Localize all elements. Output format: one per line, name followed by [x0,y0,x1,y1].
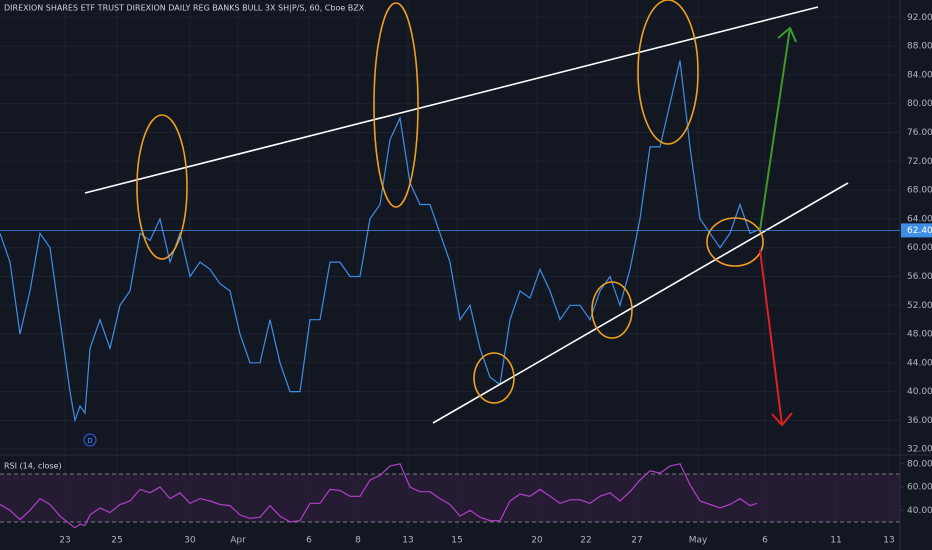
last-price-box [901,223,932,238]
chart-title: DIREXION SHARES ETF TRUST DIREXION DAILY… [4,4,365,13]
x-tick-label: 27 [631,536,642,546]
last-price-label: 62.40 [907,226,932,236]
y-tick-label: 32.00 [907,445,932,455]
plot [0,60,758,529]
highlight [591,281,633,339]
y-tick-label: 64.00 [907,214,932,224]
y-tick-label: 68.00 [907,186,932,196]
y-tick-label: 76.00 [907,128,932,138]
y-tick-label: 40.00 [907,387,932,397]
rsi-title: RSI (14, close) [4,462,62,471]
drawings [83,0,849,447]
highlight [637,0,699,145]
highlight [473,352,515,404]
trendline [84,6,819,194]
x-tick-label: 13 [883,536,894,546]
rsi-tick-label: 80.00 [907,459,932,469]
y-tick-label: 88.00 [907,42,932,52]
rsi-line [0,463,758,529]
y-tick-label: 44.00 [907,358,932,368]
rsi-tick-label: 60.00 [907,483,932,493]
y-tick-label: 84.00 [907,70,932,80]
x-tick-label: 15 [451,536,462,546]
grid [0,0,900,530]
x-tick-label: 23 [59,536,70,546]
highlight [706,217,764,267]
up-arrow [759,26,797,231]
y-tick-label: 56.00 [907,272,932,282]
dividend-marker [83,433,97,447]
highlight [136,114,188,260]
rsi-band [0,474,900,522]
marker-label: D [87,437,92,445]
y-tick-label: 72.00 [907,157,932,167]
highlight [373,2,419,208]
down-arrow [759,249,793,427]
x-tick-label: 11 [830,536,841,546]
y-tick-label: 36.00 [907,416,932,426]
x-tick-label: 20 [531,536,543,546]
x-tick-label: Apr [230,536,246,546]
x-tick-label: 30 [184,536,196,546]
trendline [432,182,849,424]
x-tick-label: 6 [306,536,312,546]
y-tick-label: 52.00 [907,301,932,311]
x-tick-label: 22 [580,536,591,546]
x-tick-label: 13 [402,536,413,546]
x-tick-label: 6 [762,536,768,546]
price-line [0,60,758,423]
y-tick-label: 60.00 [907,243,932,253]
rsi-tick-label: 40.00 [907,506,932,516]
y-tick-label: 92.00 [907,13,932,23]
y-tick-label: 80.00 [907,99,932,109]
x-tick-label: 25 [111,536,122,546]
x-tick-label: 8 [355,536,361,546]
y-tick-label: 48.00 [907,330,932,340]
x-tick-label: May [689,536,708,546]
